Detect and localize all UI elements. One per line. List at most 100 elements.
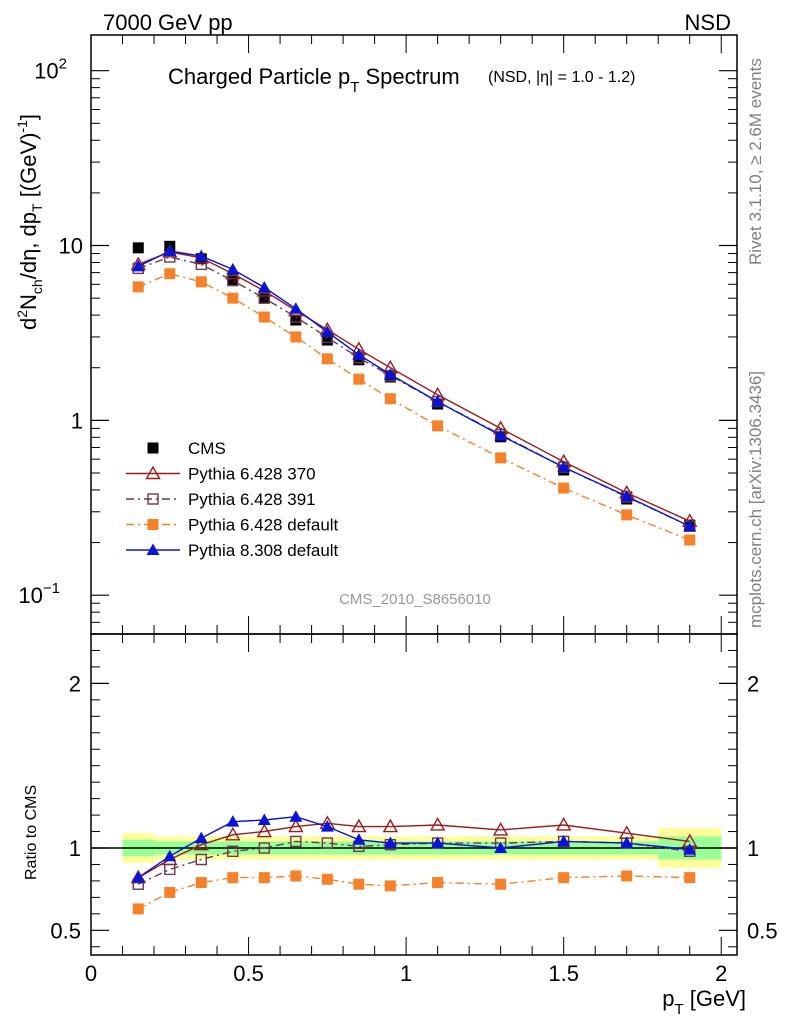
ratio-point <box>384 880 396 892</box>
header-left: 7000 GeV pp <box>103 10 233 35</box>
ratio-point <box>131 871 145 883</box>
legend-label: Pythia 6.428 default <box>188 516 339 535</box>
ratio-point <box>227 845 239 857</box>
ratio-panel: 0.5 0.51 12 20 0.5 1 1.5 2 Ratio to CMS pT [GeV… <box>23 633 778 1018</box>
chart-title-small: (NSD, |η| = 1.0 - 1.2) <box>488 69 635 86</box>
main-series-layer <box>130 240 698 546</box>
ratio-point <box>555 817 572 831</box>
legend-marker <box>147 493 159 505</box>
main-point <box>684 534 696 546</box>
ylabel-d: d <box>16 318 41 330</box>
chart-title-main: Charged Particle p <box>168 64 350 89</box>
ylabel-exp: -1 <box>14 120 30 133</box>
xlabel-main: p <box>662 986 674 1011</box>
main-point <box>352 348 366 360</box>
main-point <box>164 268 176 280</box>
ratio-point <box>225 826 241 841</box>
y-tick-exp: 2 <box>59 56 67 73</box>
ratio-point <box>429 817 446 831</box>
y-tick-label: 10 <box>59 234 83 259</box>
x-axis-label: pT [GeV] <box>662 986 746 1018</box>
ratio-y-tick-label-right: 0.5 <box>747 918 778 943</box>
y-tick-base: 10 <box>34 59 58 84</box>
ratio-series-3 <box>131 810 697 883</box>
main-point <box>683 519 697 532</box>
y-tick-label: 1 <box>71 408 83 433</box>
main-series-3 <box>132 268 696 546</box>
main-point <box>383 367 397 380</box>
main-point <box>227 273 239 285</box>
main-point <box>289 302 303 314</box>
ratio-point <box>195 853 207 866</box>
ratio-y-tick-label-right: 2 <box>747 671 759 696</box>
ratio-point <box>351 818 367 833</box>
main-point <box>494 428 508 441</box>
main-series-1 <box>130 243 698 527</box>
main-point <box>258 292 271 304</box>
rivet-version-label: Rivet 3.1.10, ≥ 2.6M events <box>746 58 765 265</box>
ratio-point <box>256 823 273 838</box>
main-series-4 <box>131 244 697 532</box>
main-series-0 <box>132 240 696 531</box>
ratio-point <box>353 878 365 890</box>
main-point <box>227 274 239 287</box>
y-tick-label: 10−1 <box>18 580 60 608</box>
watermark: CMS_2010_S8656010 <box>339 591 491 608</box>
ratio-point <box>132 903 144 915</box>
main-point <box>353 373 365 385</box>
chart-title: Charged Particle pT Spectrum <box>168 64 460 96</box>
main-point <box>132 281 144 293</box>
ratio-point <box>195 877 207 889</box>
legend-marker <box>145 465 161 480</box>
ratio-point <box>431 836 445 849</box>
ratio-ticks: 0.5 0.51 12 20 0.5 1 1.5 2 <box>50 634 778 986</box>
ratio-point <box>432 877 444 889</box>
ratio-point <box>227 872 239 884</box>
ratio-point <box>495 878 507 890</box>
x-tick-label: 1 <box>400 961 412 986</box>
ratio-point <box>290 870 302 882</box>
ratio-point <box>258 842 271 854</box>
legend-label: Pythia 8.308 default <box>188 541 339 560</box>
chart-title-sub: T <box>350 79 359 96</box>
ratio-y-tick-label: 2 <box>69 671 81 696</box>
legend-marker <box>146 543 160 555</box>
main-point <box>620 489 634 502</box>
ratio-point <box>290 835 302 848</box>
ratio-point <box>320 820 334 832</box>
x-tick-label: 0.5 <box>233 961 264 986</box>
header-right: NSD <box>685 10 731 35</box>
ratio-series-line <box>137 875 690 910</box>
ratio-point <box>289 810 303 822</box>
ratio-point <box>352 833 366 845</box>
ratio-series-layer <box>130 810 698 915</box>
x-tick-label: 2 <box>715 961 727 986</box>
x-tick-label: 0 <box>85 961 97 986</box>
ratio-point <box>321 873 333 885</box>
ratio-y-tick-label: 0.5 <box>50 918 81 943</box>
main-point <box>321 353 333 365</box>
ratio-point <box>258 872 270 884</box>
main-point <box>320 325 334 338</box>
ratio-point <box>257 813 271 826</box>
ratio-point <box>288 818 304 833</box>
ratio-y-axis-label: Ratio to CMS <box>23 785 40 880</box>
ratio-point <box>321 837 334 849</box>
y-tick-base: 10 <box>18 583 42 608</box>
ratio-point <box>164 863 176 876</box>
legend-entry: CMS <box>147 439 226 458</box>
ylabel-2: 2 <box>14 310 30 318</box>
main-point <box>290 314 302 326</box>
ylabel-mid: /dη, dp <box>16 212 41 279</box>
ylabel-unit: [(GeV) <box>16 133 41 204</box>
main-point <box>431 395 445 407</box>
ratio-point <box>684 872 696 884</box>
xlabel-unit: [GeV] <box>684 986 746 1011</box>
y-tick-base: 1 <box>71 408 83 433</box>
ylabel-t: T <box>29 203 45 212</box>
legend-entry: Pythia 8.308 default <box>126 541 339 560</box>
main-point <box>384 393 396 405</box>
